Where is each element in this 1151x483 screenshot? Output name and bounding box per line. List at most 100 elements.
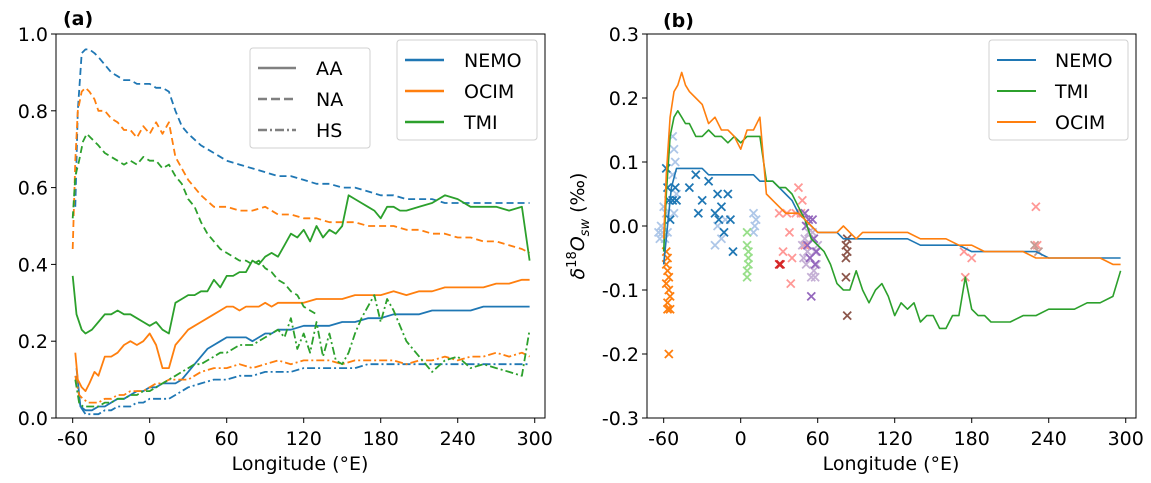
panel-a-frame	[55, 33, 546, 419]
panel-b-x-label: Longitude (°E)	[823, 453, 960, 475]
x-tick-label: 300	[517, 428, 553, 450]
panel-a-y-ticks: 0.0 0.2 0.4 0.6 0.8 1.0	[18, 24, 56, 430]
x-tick-label: 240	[440, 428, 476, 450]
observation-marker	[716, 202, 727, 212]
x-tick-label: 60	[806, 428, 830, 450]
observation-marker	[967, 253, 977, 263]
observation-marker	[742, 227, 752, 238]
y-tick-label: -0.2	[602, 344, 639, 366]
observation-marker	[1029, 240, 1040, 250]
panel-b-y-ticks: -0.3 -0.2 -0.1 0.0 0.1 0.2 0.3	[602, 24, 647, 430]
x-tick-label: 60	[215, 428, 239, 450]
panel-a-x-label: Longitude (°E)	[232, 453, 369, 475]
x-tick-label: 300	[1108, 428, 1144, 450]
panel-b: -60 0 60 120 180 240 300 -0.3 -0.2 -0.1 0.0 0.1 0.2…	[565, 10, 1144, 475]
observation-marker	[662, 182, 673, 193]
observation-marker	[664, 285, 674, 295]
observation-marker	[806, 272, 816, 282]
series-a-ocim-hs	[74, 351, 531, 404]
y-tick-label: 0.3	[609, 24, 639, 46]
panel-b-observations	[653, 131, 1044, 359]
x-tick-label: 240	[1031, 428, 1067, 450]
y-tick-label: 0.8	[18, 101, 48, 123]
panel-b-legend-box	[988, 39, 1129, 141]
legend-label-ocim-a: OCIM	[464, 81, 514, 103]
series-a-tmi-hs	[74, 294, 531, 408]
observation-marker	[693, 208, 703, 218]
legend-label-nemo-a: NEMO	[464, 50, 522, 72]
observation-marker	[778, 246, 788, 257]
x-tick-label: 120	[877, 428, 913, 450]
observation-marker	[669, 144, 679, 154]
observation-marker	[662, 266, 673, 276]
panel-a-series	[71, 48, 531, 416]
x-tick-label: 0	[735, 428, 747, 450]
observation-marker	[670, 157, 680, 167]
panel-b-series	[662, 71, 1122, 330]
y-tick-label: -0.3	[602, 408, 639, 430]
observation-marker	[684, 182, 694, 193]
y-tick-label: 0.1	[609, 152, 639, 174]
series-a-nemo-hs	[75, 363, 530, 416]
observation-marker	[728, 246, 738, 257]
observation-marker	[810, 259, 820, 270]
observation-marker	[841, 253, 851, 263]
y-label-sup: 18	[565, 251, 580, 268]
observation-marker	[801, 259, 811, 270]
legend-label-hs: HS	[316, 120, 342, 142]
x-tick-label: 180	[954, 428, 990, 450]
legend-label-tmi-b: TMI	[1054, 81, 1089, 103]
legend-label-na: NA	[316, 89, 343, 111]
y-tick-label: 1.0	[18, 24, 48, 46]
observation-marker	[751, 214, 761, 225]
series-b-tmi	[662, 110, 1122, 330]
legend-label-tmi-a: TMI	[463, 112, 498, 134]
observation-marker	[811, 246, 822, 257]
observation-marker	[774, 259, 784, 270]
panel-a-x-ticks: -60 0 60 120 180 240 300	[57, 418, 553, 450]
observation-marker	[807, 214, 818, 225]
x-tick-label: 0	[144, 428, 156, 450]
observation-marker	[664, 349, 674, 359]
y-tick-label: 0.2	[609, 88, 639, 110]
observation-marker	[661, 278, 671, 289]
series-a-ocim-aa	[74, 278, 530, 393]
y-label-unit: (‰)	[567, 173, 589, 219]
observation-marker	[743, 259, 754, 270]
panel-a: -60 0 60 120 180 240 300 0.0 0.2 0.4 0.6 0.8 1.0 (a…	[18, 8, 553, 475]
x-tick-label: -60	[57, 428, 88, 450]
y-tick-label: 0.0	[18, 408, 48, 430]
observation-marker	[719, 227, 729, 238]
y-tick-label: 0.4	[18, 254, 48, 276]
observation-marker	[712, 189, 723, 199]
observation-marker	[786, 278, 796, 289]
x-tick-label: -60	[648, 428, 679, 450]
panel-b-label: (b)	[663, 10, 694, 32]
observation-marker	[716, 234, 727, 244]
panel-a-model-legend: NEMO OCIM TMI	[396, 39, 538, 141]
observation-marker	[810, 272, 820, 282]
series-a-tmi-na	[71, 132, 317, 316]
observation-marker	[714, 214, 724, 225]
observation-marker	[671, 195, 682, 206]
observation-marker	[784, 227, 795, 238]
panel-b-legend: NEMO TMI OCIM	[988, 39, 1129, 141]
y-label-o: O	[567, 236, 589, 251]
observation-marker	[703, 176, 714, 186]
panel-b-x-ticks: -60 0 60 120 180 240 300	[648, 418, 1144, 450]
observation-marker	[787, 253, 797, 263]
y-label-sub: sw	[578, 219, 593, 237]
observation-marker	[800, 234, 810, 244]
observation-marker	[841, 272, 851, 282]
model-legend-box	[396, 39, 538, 141]
observation-marker	[665, 304, 675, 314]
series-a-tmi-aa	[71, 194, 531, 335]
observation-marker	[691, 170, 701, 180]
y-tick-label: 0.2	[18, 331, 48, 353]
observation-marker	[793, 182, 804, 193]
observation-marker	[797, 195, 807, 206]
legend-label-ocim-b: OCIM	[1055, 112, 1105, 134]
observation-marker	[742, 272, 752, 282]
panel-b-y-label: δ18Osw (‰)	[565, 173, 593, 280]
